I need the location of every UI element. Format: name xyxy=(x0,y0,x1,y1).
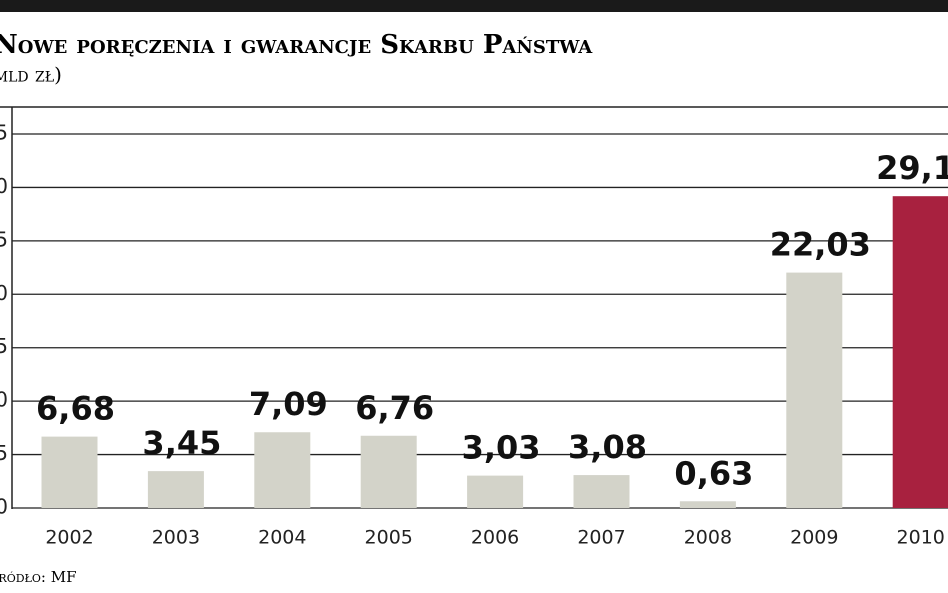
x-tick-label: 2009 xyxy=(790,527,838,549)
chart-subtitle: (mld zł) xyxy=(0,63,62,87)
x-tick-label: 2006 xyxy=(471,527,519,549)
x-tick-label: 2002 xyxy=(45,527,93,549)
y-tick-label: 10 xyxy=(0,388,8,412)
bar xyxy=(679,501,736,508)
value-label: 3,03 xyxy=(462,429,541,467)
y-tick-label: 0 xyxy=(0,495,8,519)
value-label: 0,63 xyxy=(674,454,753,492)
y-tick-label: 20 xyxy=(0,281,8,305)
bar xyxy=(467,475,524,508)
bar xyxy=(786,272,843,508)
x-tick-label: 2003 xyxy=(152,527,200,549)
x-tick-label: 2007 xyxy=(577,527,625,549)
y-tick-label: 5 xyxy=(0,441,8,465)
value-label: 6,76 xyxy=(355,389,434,427)
bar xyxy=(892,196,948,508)
value-label: 7,09 xyxy=(249,385,328,423)
top-band xyxy=(0,0,948,12)
value-label: 6,68 xyxy=(36,390,115,428)
y-tick-label: 25 xyxy=(0,227,8,251)
x-tick-label: 2010 xyxy=(897,527,945,549)
source: Źródło: MF xyxy=(0,568,77,586)
y-tick-label: 15 xyxy=(0,334,8,358)
y-tick-label: 35 xyxy=(0,121,8,145)
y-tick-label: 30 xyxy=(0,174,8,198)
bar xyxy=(254,432,311,508)
bar xyxy=(360,435,417,508)
chart-title: Nowe poręczenia i gwarancje Skarbu Państ… xyxy=(0,30,593,60)
bar xyxy=(147,471,204,508)
value-label: 3,45 xyxy=(142,424,221,462)
bar xyxy=(573,475,630,508)
value-label: 3,08 xyxy=(568,428,647,466)
bar xyxy=(41,436,98,508)
x-tick-label: 2005 xyxy=(365,527,413,549)
value-label: 29,18 xyxy=(876,149,948,187)
x-tick-label: 2004 xyxy=(258,527,306,549)
x-tick-label: 2008 xyxy=(684,527,732,549)
value-label: 22,03 xyxy=(770,226,871,264)
